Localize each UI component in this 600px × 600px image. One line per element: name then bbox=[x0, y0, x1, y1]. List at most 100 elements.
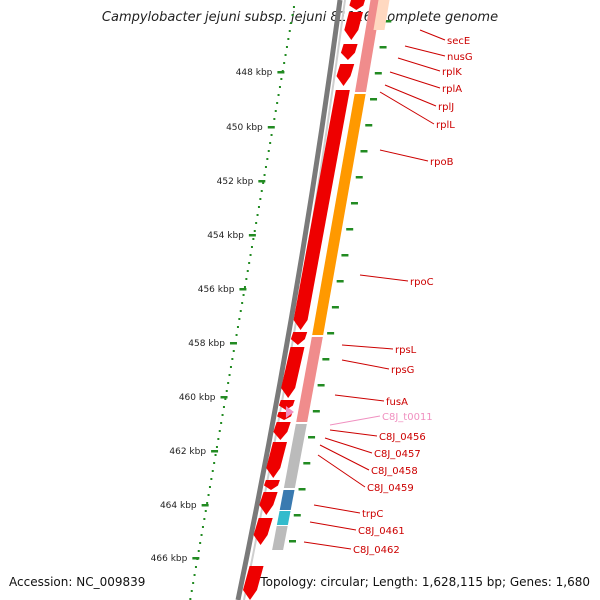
scale-dot bbox=[232, 350, 235, 352]
cds-arrow bbox=[263, 480, 280, 490]
scale-dot bbox=[208, 486, 211, 488]
inner-tick bbox=[374, 72, 382, 75]
inner-tick bbox=[341, 254, 349, 257]
scale-label: 456 kbp bbox=[198, 285, 235, 295]
scale-dot bbox=[257, 206, 260, 208]
inner-tick bbox=[331, 306, 339, 309]
gene-label[interactable]: rplK bbox=[442, 67, 462, 78]
scale-dot bbox=[192, 582, 195, 584]
inner-tick bbox=[289, 540, 296, 543]
scale-dot bbox=[200, 534, 203, 536]
scale-dot bbox=[252, 238, 255, 240]
inner-tick bbox=[350, 202, 358, 205]
scale-dot bbox=[283, 62, 286, 64]
trna-mark bbox=[285, 406, 294, 418]
gene-label[interactable]: rpoB bbox=[430, 157, 454, 168]
scale-dot bbox=[204, 510, 207, 512]
scale-dot bbox=[207, 494, 210, 496]
inner-tick bbox=[322, 358, 330, 361]
scale-label: 464 kbp bbox=[160, 501, 197, 511]
inner-tick bbox=[370, 98, 378, 101]
blue-bar bbox=[279, 490, 295, 510]
scale-dot bbox=[215, 446, 218, 448]
gene-label[interactable]: C8J_0459 bbox=[367, 483, 414, 494]
gray-bar bbox=[283, 424, 307, 488]
gene-label[interactable]: C8J_0461 bbox=[358, 526, 405, 537]
scale-label: 462 kbp bbox=[169, 447, 206, 457]
cds-arrow bbox=[278, 400, 295, 410]
scale-dot bbox=[288, 30, 291, 32]
scale-dot bbox=[235, 334, 238, 336]
scale-dot bbox=[241, 302, 244, 304]
scale-dot bbox=[253, 230, 256, 232]
scale-dot bbox=[231, 358, 234, 360]
leader-line bbox=[341, 344, 394, 350]
scale-dot bbox=[269, 142, 272, 144]
scale-dot bbox=[256, 214, 259, 216]
cds-arrow bbox=[266, 442, 287, 478]
leader-line bbox=[329, 415, 381, 426]
inner-tick bbox=[308, 436, 316, 439]
scale-dot bbox=[263, 174, 266, 176]
scale-dot bbox=[227, 382, 230, 384]
gene-label[interactable]: C8J_0458 bbox=[371, 466, 418, 477]
scale-label: 454 kbp bbox=[207, 231, 244, 241]
gene-label[interactable]: rpoC bbox=[410, 277, 434, 288]
inner-tick bbox=[293, 514, 301, 517]
gene-label[interactable]: rpsG bbox=[391, 365, 414, 376]
gene-label[interactable]: fusA bbox=[386, 397, 408, 408]
leader-line bbox=[341, 359, 390, 370]
scale-dot bbox=[264, 166, 267, 168]
cds-arrow bbox=[293, 90, 350, 330]
scale-dot bbox=[190, 590, 193, 592]
cyan-bar bbox=[276, 511, 291, 525]
gene-label[interactable]: C8J_t0011 bbox=[382, 412, 433, 423]
inner-tick bbox=[360, 150, 368, 153]
scale-label: 448 kbp bbox=[236, 68, 273, 78]
gene-label[interactable]: C8J_0456 bbox=[379, 432, 426, 443]
scale-dot bbox=[203, 518, 206, 520]
gene-label[interactable]: rplL bbox=[436, 120, 455, 131]
scale-dot bbox=[250, 246, 253, 248]
scale-dot bbox=[245, 278, 248, 280]
scale-dot bbox=[239, 310, 242, 312]
scale-dot bbox=[287, 38, 290, 40]
cds-arrow bbox=[281, 347, 305, 398]
scale-dot bbox=[210, 478, 213, 480]
gene-label[interactable]: rpsL bbox=[395, 345, 417, 356]
leader-line bbox=[324, 437, 373, 454]
scale-dot bbox=[229, 366, 232, 368]
rna-bar bbox=[296, 337, 323, 422]
scale-dot bbox=[194, 566, 197, 568]
leader-line bbox=[329, 429, 378, 437]
scale-dot bbox=[211, 470, 214, 472]
inner-tick bbox=[384, 20, 392, 23]
cds-arrow bbox=[349, 0, 365, 10]
gene-label[interactable]: nusG bbox=[447, 52, 473, 63]
scale-dot bbox=[267, 150, 270, 152]
gene-label[interactable]: rplA bbox=[442, 84, 462, 95]
gene-label[interactable]: rplJ bbox=[438, 102, 454, 113]
gene-label[interactable]: C8J_0457 bbox=[374, 449, 421, 460]
gene-label[interactable]: secE bbox=[447, 36, 470, 47]
inner-tick bbox=[346, 228, 354, 231]
gene-label[interactable]: trpC bbox=[362, 509, 383, 520]
inner-tick bbox=[303, 462, 311, 465]
leader-line bbox=[319, 444, 370, 471]
gene-label[interactable]: C8J_0462 bbox=[353, 545, 400, 556]
scale-dot bbox=[277, 94, 280, 96]
scale-dot bbox=[255, 222, 258, 224]
scale-dot bbox=[189, 598, 192, 600]
scale-dot bbox=[280, 78, 283, 80]
topology-summary: Topology: circular; Length: 1,628,115 bp… bbox=[260, 575, 590, 589]
scale-label: 450 kbp bbox=[226, 123, 263, 133]
leader-line bbox=[317, 454, 366, 488]
scale-dot bbox=[197, 550, 200, 552]
scale-major-tick bbox=[248, 234, 256, 237]
inner-tick bbox=[365, 124, 373, 127]
scale-dot bbox=[218, 430, 221, 432]
leader-line bbox=[359, 274, 409, 282]
scale-major-tick bbox=[229, 342, 237, 345]
scale-dot bbox=[248, 262, 251, 264]
scale-dot bbox=[259, 198, 262, 200]
